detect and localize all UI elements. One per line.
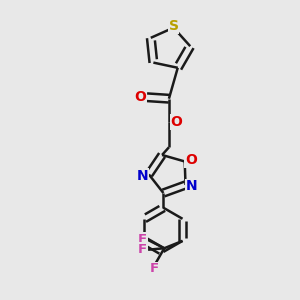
Text: O: O <box>185 153 197 167</box>
Text: O: O <box>134 90 146 104</box>
Text: N: N <box>186 179 198 194</box>
Text: O: O <box>170 115 182 129</box>
Text: F: F <box>149 262 158 275</box>
Text: F: F <box>138 243 147 256</box>
Text: F: F <box>138 232 147 246</box>
Text: N: N <box>136 169 148 183</box>
Text: S: S <box>169 19 178 33</box>
